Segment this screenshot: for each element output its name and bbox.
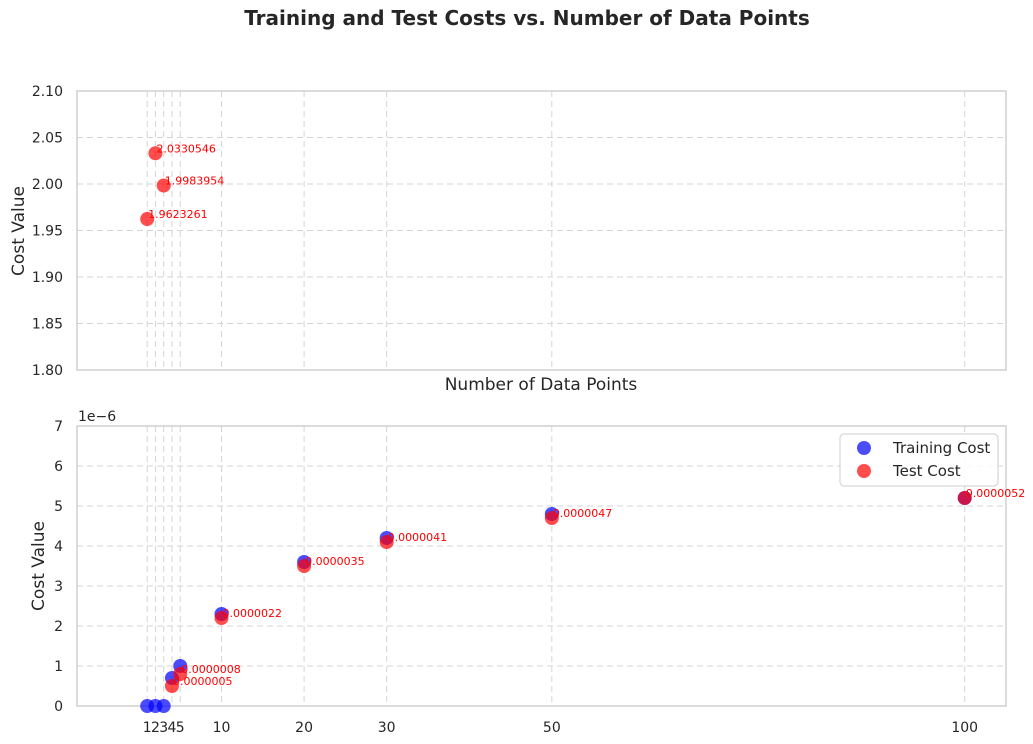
data-point	[140, 212, 155, 227]
legend-box	[839, 433, 999, 487]
data-label: 0.0000008	[181, 663, 241, 676]
y-tick-label: 1.80	[32, 363, 63, 379]
data-point	[164, 679, 179, 693]
legend: Training Cost Test Cost	[839, 433, 999, 487]
data-point	[156, 178, 171, 193]
data-label: 2.0330546	[156, 142, 216, 155]
x-tick-label: 2	[151, 720, 160, 736]
x-tick-label: 5	[176, 720, 185, 736]
bottom-plot-frame	[76, 425, 1007, 707]
top-data-labels: 1.9623261 2.0330546 1.9983954	[148, 142, 224, 221]
y-tick-label: 0	[54, 699, 63, 715]
data-point	[148, 146, 163, 161]
top-grid	[77, 91, 1006, 370]
y-tick-label: 1.95	[32, 224, 63, 240]
top-y-axis-label: Cost Value	[9, 186, 29, 276]
data-point	[957, 491, 972, 505]
x-tick-label: 1	[143, 720, 152, 736]
x-tick-label: 30	[378, 720, 396, 736]
data-point	[379, 535, 394, 549]
top-y-ticks: 1.80 1.85 1.90 1.95 2.00 2.05 2.10	[32, 84, 63, 379]
y-tick-label: 2.10	[32, 84, 63, 100]
data-label: 1.9623261	[148, 208, 208, 221]
y-tick-label: 4	[54, 539, 63, 555]
x-tick-label: 50	[543, 720, 561, 736]
y-tick-label: 1	[54, 659, 63, 675]
y-tick-label: 7	[54, 419, 63, 435]
chart-title: Training and Test Costs vs. Number of Da…	[244, 6, 810, 30]
legend-marker-test	[857, 464, 871, 478]
x-tick-label: 10	[213, 720, 231, 736]
legend-label-test: Test Cost	[892, 462, 961, 480]
data-point	[156, 699, 171, 713]
data-label: 0.0000005	[173, 675, 233, 688]
data-label: 0.0000047	[553, 507, 613, 520]
y-tick-label: 3	[54, 579, 63, 595]
data-point	[297, 559, 312, 573]
y-tick-label: 2.00	[32, 177, 63, 193]
data-point	[173, 667, 188, 681]
bottom-y-axis-label: Cost Value	[29, 521, 49, 611]
data-label: 0.0000052	[966, 487, 1026, 500]
data-label: 0.0000035	[305, 555, 365, 568]
bottom-y-ticks: 0 1 2 3 4 5 6 7	[54, 419, 63, 715]
top-x-axis-label: Number of Data Points	[445, 375, 638, 395]
data-label: 0.0000041	[388, 531, 448, 544]
legend-marker-training	[857, 441, 871, 455]
x-tick-label: 4	[168, 720, 177, 736]
data-label: 1.9983954	[165, 174, 225, 187]
x-tick-label: 3	[159, 720, 168, 736]
data-label: 0.0000022	[223, 607, 283, 620]
x-tick-label: 100	[951, 720, 978, 736]
top-points	[140, 146, 171, 227]
bottom-y-scale-label: 1e−6	[78, 409, 116, 425]
data-point	[214, 611, 229, 625]
x-tick-label: 20	[295, 720, 313, 736]
y-tick-label: 2	[54, 619, 63, 635]
y-tick-label: 5	[54, 499, 63, 515]
y-tick-label: 2.05	[32, 131, 63, 147]
bottom-x-ticks: 1 2 3 4 5 10 20 30 50 100	[143, 720, 978, 736]
legend-label-training: Training Cost	[892, 439, 990, 457]
bottom-points	[140, 491, 972, 713]
top-plot-frame	[76, 90, 1007, 371]
top-panel: 1.80 1.85 1.90 1.95 2.00 2.05 2.10 1.9623261 2.…	[9, 84, 1007, 395]
y-tick-label: 1.85	[32, 317, 63, 333]
data-point	[544, 511, 559, 525]
y-tick-label: 1.90	[32, 270, 63, 286]
y-tick-label: 6	[54, 459, 63, 475]
